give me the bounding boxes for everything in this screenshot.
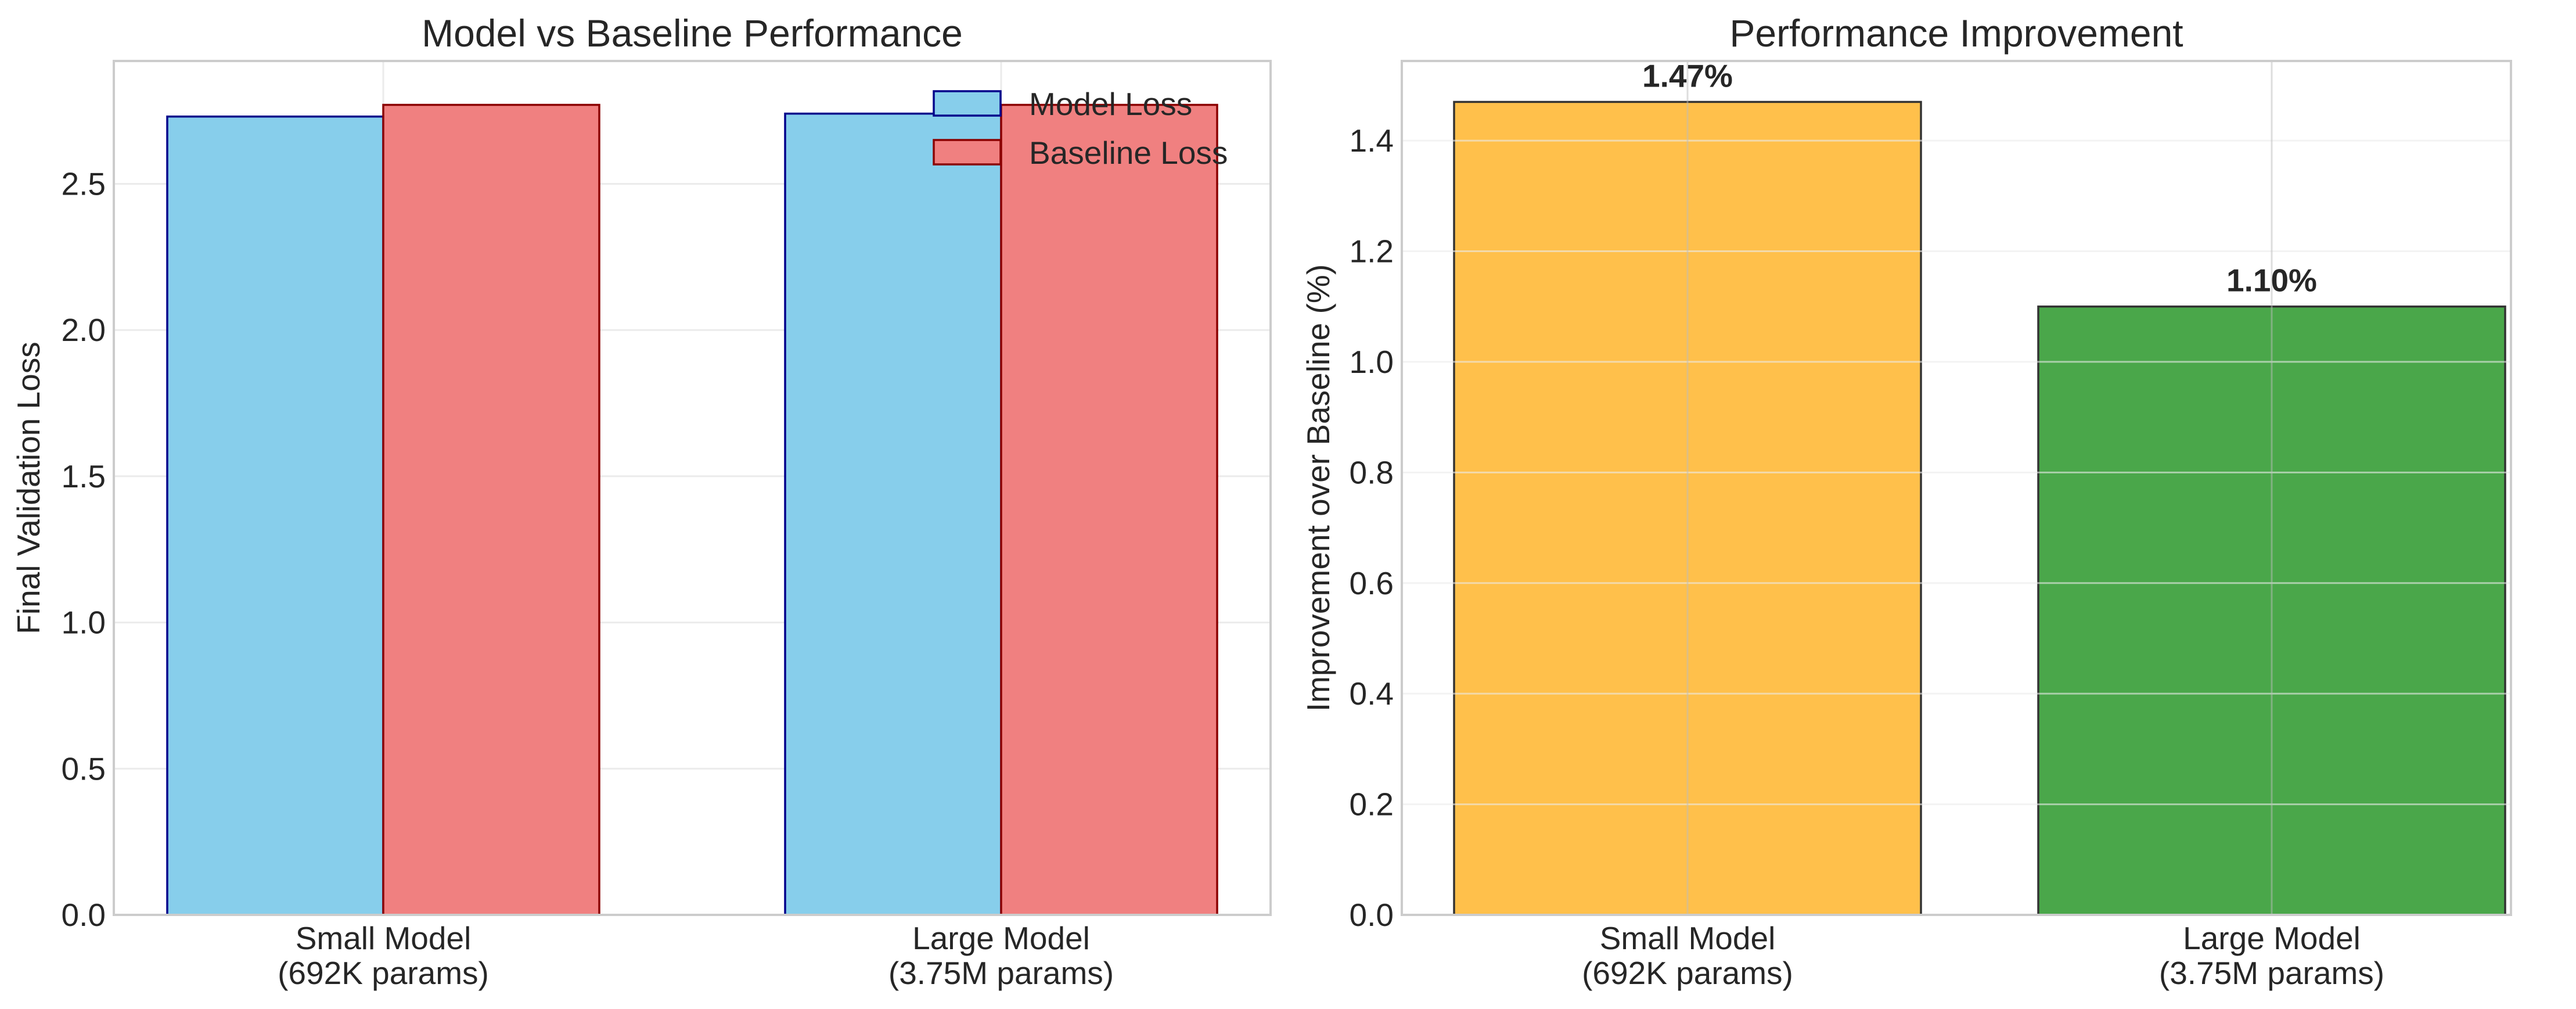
right-x-tick-label: Large Model (3.75M params) (2159, 920, 2384, 991)
bar-baseline-loss-small-model (382, 103, 600, 916)
left-y-tick-label: 0.5 (62, 751, 106, 787)
right-x-tick-label: Small Model (692K params) (1582, 920, 1793, 991)
left-x-tick-line: Small Model (296, 920, 472, 956)
legend-swatch-baseline-loss (933, 139, 1002, 166)
right-x-tick-line: (692K params) (1582, 955, 1793, 991)
right-y-tick-label: 1.4 (1350, 123, 1394, 159)
left-axes-frame (113, 60, 1272, 916)
improvement-panel: 0.0 0.2 0.4 0.6 0.8 1.0 1.2 1.4 Small Model (692… (1300, 12, 2512, 991)
right-y-axis-label: Improvement over Baseline (%) (1300, 264, 1336, 712)
left-y-tick-label: 1.5 (62, 458, 106, 494)
right-y-tick-label: 0.2 (1350, 787, 1394, 823)
bar-baseline-loss-large-model (1000, 103, 1218, 916)
right-gridlines (1402, 61, 2511, 915)
left-x-tick-label: Large Model (3.75M params) (888, 920, 1114, 991)
left-y-tick-label: 2.5 (62, 166, 106, 202)
legend: Model Loss Baseline Loss (933, 86, 1228, 171)
left-y-tick-label: 0.0 (62, 897, 106, 933)
left-y-tick-labels: 0.0 0.5 1.0 1.5 2.0 2.5 (62, 166, 106, 933)
legend-label-model-loss: Model Loss (1029, 86, 1192, 122)
right-y-tick-label: 1.2 (1350, 234, 1394, 270)
right-axes-frame (1401, 60, 2512, 916)
left-y-tick-label: 2.0 (62, 312, 106, 348)
right-y-tick-label: 1.0 (1350, 344, 1394, 380)
data-label-small-model: 1.47% (1642, 58, 1733, 94)
right-x-tick-line: Small Model (1600, 920, 1776, 956)
left-chart-title: Model vs Baseline Performance (422, 12, 963, 55)
legend-label-baseline-loss: Baseline Loss (1029, 135, 1228, 171)
right-y-tick-label: 0.0 (1350, 897, 1394, 933)
data-label-large-model: 1.10% (2226, 263, 2317, 299)
left-x-tick-label: Small Model (692K params) (278, 920, 489, 991)
left-x-tick-labels: Small Model (692K params) Large Model (3.75… (278, 920, 1114, 991)
legend-swatch-model-loss (933, 90, 1002, 117)
right-data-labels: 1.47% 1.10% (1642, 58, 2317, 298)
right-chart-title: Performance Improvement (1729, 12, 2183, 55)
right-x-tick-line: (3.75M params) (2159, 955, 2384, 991)
right-x-tick-line: Large Model (2183, 920, 2361, 956)
right-y-tick-label: 0.6 (1350, 565, 1394, 601)
left-y-axis-label: Final Validation Loss (10, 342, 46, 634)
right-y-tick-label: 0.4 (1350, 676, 1394, 712)
bar-model-loss-large-model (784, 112, 1002, 916)
left-x-tick-line: (692K params) (278, 955, 489, 991)
right-x-tick-labels: Small Model (692K params) Large Model (3.75… (1582, 920, 2384, 991)
left-y-tick-label: 1.0 (62, 605, 106, 641)
right-y-tick-labels: 0.0 0.2 0.4 0.6 0.8 1.0 1.2 1.4 (1350, 123, 1394, 933)
left-x-tick-line: (3.75M params) (888, 955, 1114, 991)
loss-comparison-panel: 0.0 0.5 1.0 1.5 2.0 2.5 Small Model (692K para… (10, 12, 1272, 991)
right-y-tick-label: 0.8 (1350, 454, 1394, 490)
left-x-tick-line: Large Model (912, 920, 1090, 956)
bar-model-loss-small-model (166, 115, 384, 916)
